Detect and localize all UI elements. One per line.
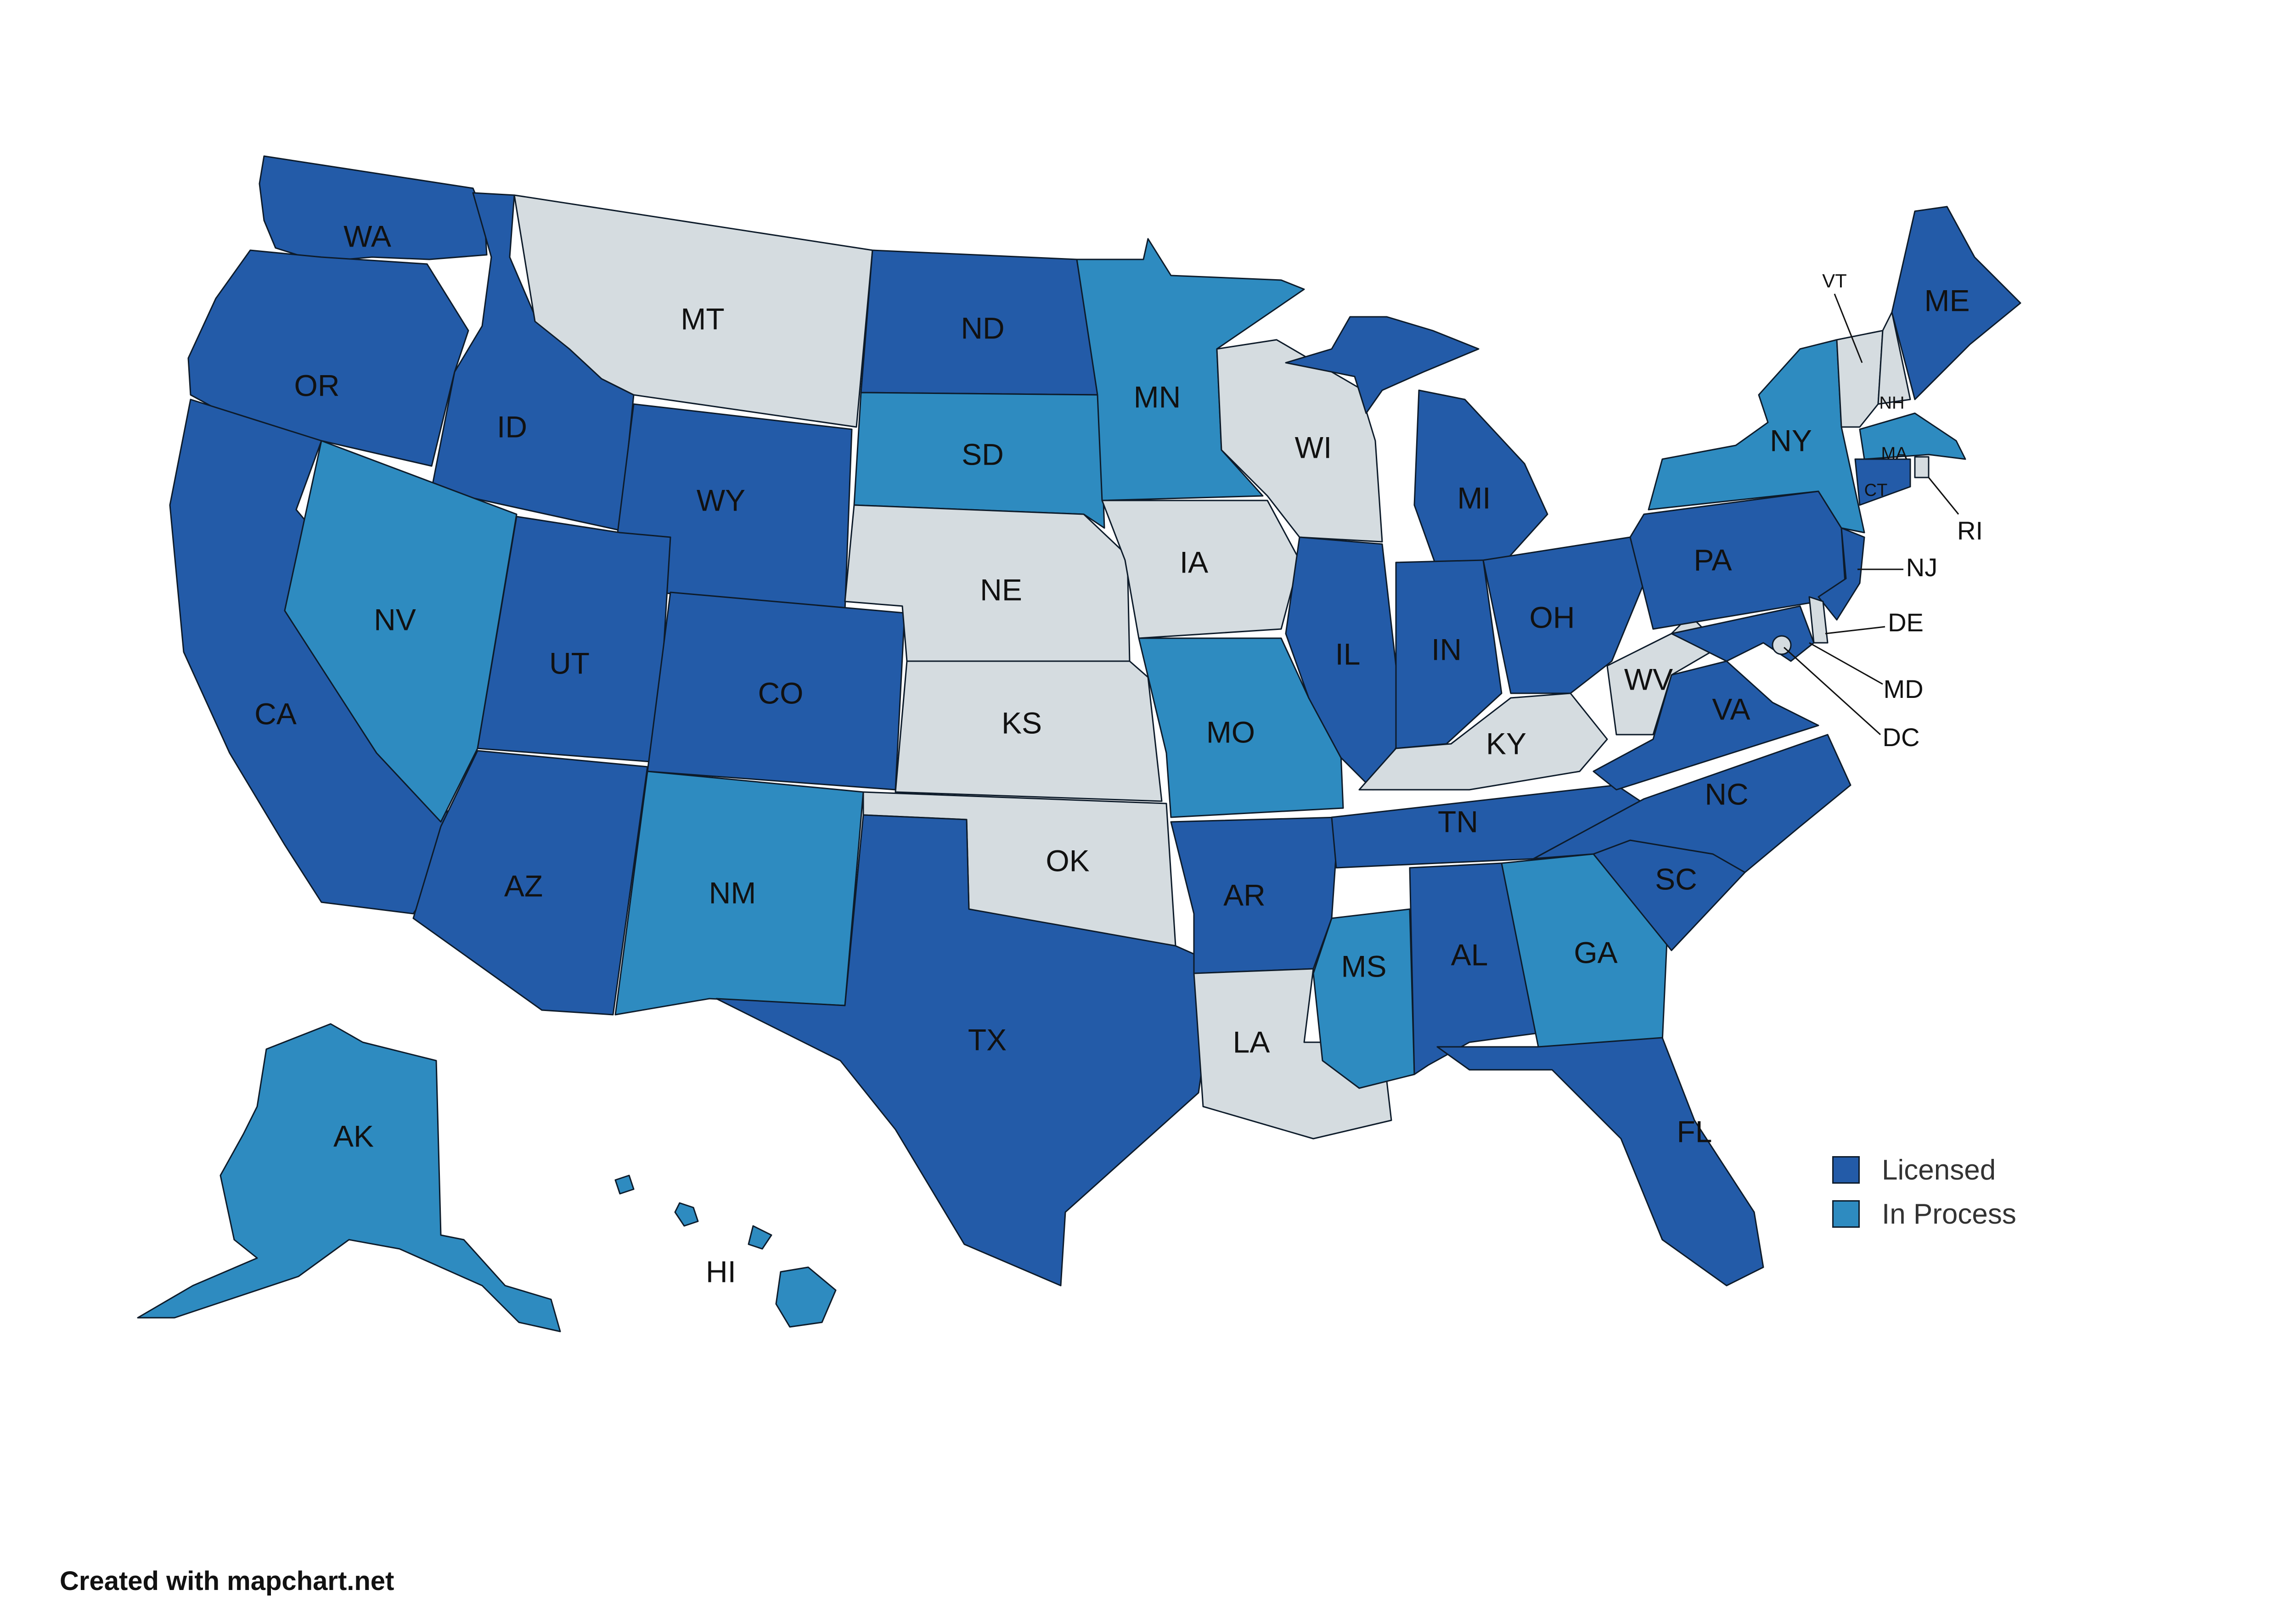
state-label-nd: ND xyxy=(961,311,1004,345)
state-va[interactable] xyxy=(1593,660,1819,791)
state-vt[interactable] xyxy=(1836,330,1884,428)
state-nh[interactable] xyxy=(1877,311,1911,405)
state-in[interactable] xyxy=(1395,559,1503,749)
state-ri[interactable] xyxy=(1914,456,1930,478)
state-label-ky: KY xyxy=(1486,726,1526,760)
state-label-mn: MN xyxy=(1134,380,1181,414)
state-label-sc: SC xyxy=(1655,862,1697,896)
state-label-il: IL xyxy=(1335,637,1360,671)
state-label-pa: PA xyxy=(1694,543,1732,577)
state-mo[interactable] xyxy=(1138,637,1344,818)
state-de[interactable] xyxy=(1808,596,1829,644)
state-ms[interactable] xyxy=(1312,908,1415,1089)
state-label-de: DE xyxy=(1888,608,1924,637)
state-label-la: LA xyxy=(1233,1025,1270,1059)
state-fl[interactable] xyxy=(1436,1037,1764,1287)
state-label-or: OR xyxy=(294,368,340,402)
state-or[interactable] xyxy=(187,249,469,467)
state-ky[interactable] xyxy=(1358,692,1608,791)
state-ca[interactable] xyxy=(169,399,451,915)
state-label-tn: TN xyxy=(1438,804,1478,838)
state-ak[interactable] xyxy=(137,1023,561,1332)
state-label-oh: OH xyxy=(1530,600,1575,634)
state-label-vt: VT xyxy=(1822,270,1847,292)
state-label-ks: KS xyxy=(1002,706,1042,740)
legend-label-in-process: In Process xyxy=(1882,1198,2016,1230)
state-label-va: VA xyxy=(1712,692,1750,726)
state-label-md: MD xyxy=(1883,674,1923,703)
state-mi[interactable] xyxy=(1413,389,1548,570)
credit-text: Created with mapchart.net xyxy=(60,1566,394,1596)
state-label-ar: AR xyxy=(1223,878,1266,912)
legend-item-licensed: Licensed xyxy=(1832,1148,2016,1192)
state-mi-upper[interactable] xyxy=(1285,316,1480,414)
state-ia[interactable] xyxy=(1101,500,1300,639)
state-label-fl: FL xyxy=(1677,1114,1712,1148)
state-hi[interactable] xyxy=(775,1266,837,1328)
state-label-ga: GA xyxy=(1574,935,1617,969)
state-label-wv: WV xyxy=(1624,662,1673,696)
leader-line-md xyxy=(1809,642,1883,685)
state-label-hi: HI xyxy=(706,1254,736,1288)
state-label-ok: OK xyxy=(1046,843,1089,877)
state-label-dc: DC xyxy=(1883,723,1920,752)
state-label-wa: WA xyxy=(343,219,391,253)
state-hi-part-3[interactable] xyxy=(614,1174,635,1195)
state-label-ca: CA xyxy=(254,697,297,730)
legend-label-licensed: Licensed xyxy=(1882,1154,1996,1186)
state-label-mo: MO xyxy=(1206,715,1255,749)
state-ct[interactable] xyxy=(1854,458,1911,506)
legend: Licensed In Process xyxy=(1832,1148,2016,1236)
state-label-az: AZ xyxy=(504,869,543,903)
leader-line-de xyxy=(1825,626,1885,635)
state-tx[interactable] xyxy=(715,814,1218,1287)
state-label-ri: RI xyxy=(1957,516,1983,545)
state-label-nc: NC xyxy=(1705,777,1748,811)
leader-line-vt xyxy=(1834,293,1863,363)
state-label-ak: AK xyxy=(333,1119,374,1153)
state-wi[interactable] xyxy=(1216,339,1383,543)
state-label-nm: NM xyxy=(709,876,756,910)
state-label-wy: WY xyxy=(697,483,745,517)
state-label-co: CO xyxy=(758,676,804,710)
state-label-ny: NY xyxy=(1770,423,1812,457)
state-hi-part-1[interactable] xyxy=(748,1225,772,1250)
state-label-in: IN xyxy=(1431,632,1462,666)
legend-swatch-licensed xyxy=(1832,1156,1860,1184)
state-mn[interactable] xyxy=(1076,238,1305,501)
state-label-ne: NE xyxy=(980,573,1022,607)
state-label-nj: NJ xyxy=(1906,553,1937,582)
state-label-ma: MA xyxy=(1881,444,1908,463)
state-label-me: ME xyxy=(1925,283,1970,317)
state-nc[interactable] xyxy=(1533,734,1851,873)
state-sd[interactable] xyxy=(853,392,1105,529)
state-nv[interactable] xyxy=(284,440,518,823)
state-label-nv: NV xyxy=(374,602,416,636)
legend-swatch-in-process xyxy=(1832,1200,1860,1228)
state-label-id: ID xyxy=(497,410,527,444)
state-label-nh: NH xyxy=(1880,393,1905,413)
state-nj[interactable] xyxy=(1818,527,1865,621)
state-label-ct: CT xyxy=(1864,481,1888,500)
state-label-ia: IA xyxy=(1180,545,1208,579)
state-label-mi: MI xyxy=(1457,481,1491,515)
leader-line-dc xyxy=(1783,646,1881,736)
leader-line-ri xyxy=(1928,477,1959,515)
state-ks[interactable] xyxy=(895,660,1163,802)
state-label-wi: WI xyxy=(1295,430,1332,464)
legend-item-in-process: In Process xyxy=(1832,1192,2016,1236)
state-hi-part-2[interactable] xyxy=(674,1202,699,1227)
state-label-sd: SD xyxy=(962,437,1004,471)
state-label-tx: TX xyxy=(968,1023,1007,1056)
state-ma[interactable] xyxy=(1859,412,1966,460)
state-label-mt: MT xyxy=(681,302,724,336)
state-label-al: AL xyxy=(1451,938,1488,972)
state-me[interactable] xyxy=(1891,206,2021,400)
state-label-ut: UT xyxy=(549,646,590,680)
state-label-ms: MS xyxy=(1341,949,1387,983)
